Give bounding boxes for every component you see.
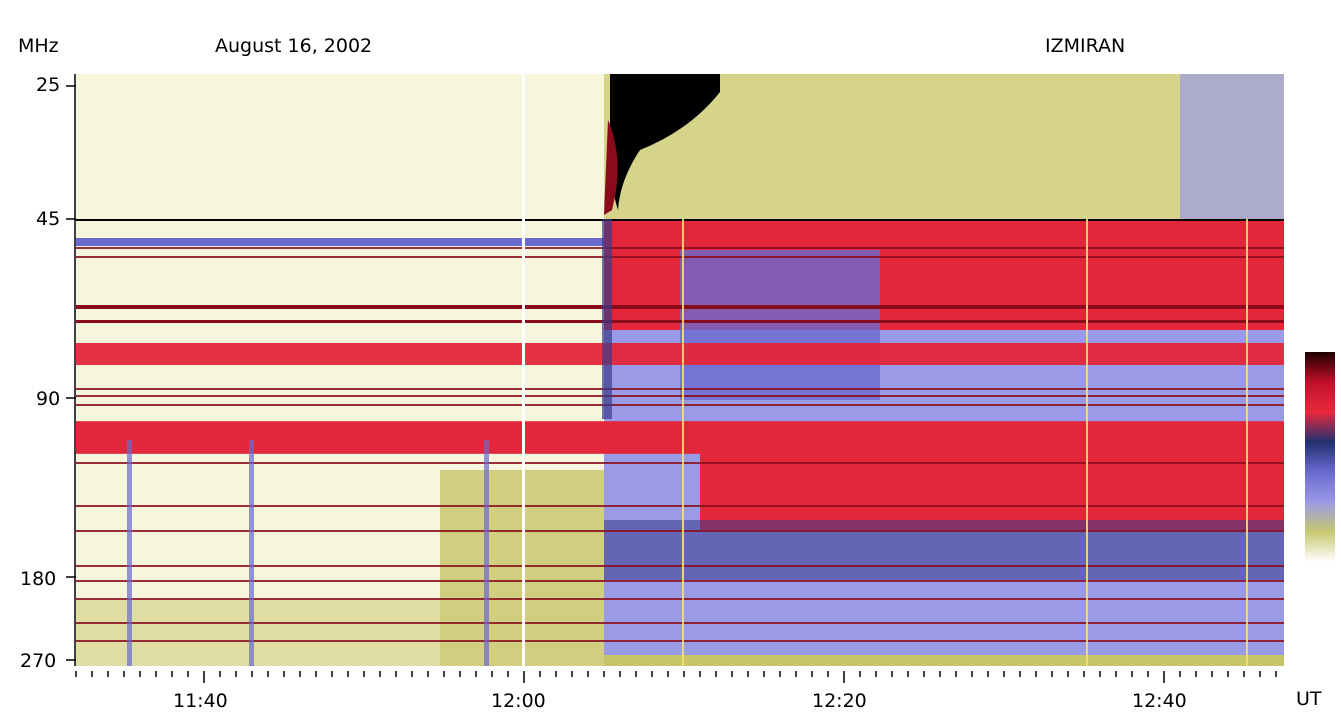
x-tick-label: 12:40 — [1132, 690, 1187, 712]
y-tick-label: 90 — [36, 388, 61, 410]
colorbar — [1305, 352, 1335, 562]
y-tick-label: 25 — [36, 74, 61, 96]
stripe-line — [76, 320, 1284, 323]
stripe-line — [76, 580, 1284, 582]
x-tick-label: 11:40 — [173, 690, 228, 712]
stripe-band-100mhz — [76, 421, 1284, 454]
region-bottom-yellow — [604, 655, 1284, 666]
observatory-label: IZMIRAN — [1045, 35, 1126, 57]
y-tick-label: 180 — [20, 568, 57, 590]
burst-black — [609, 74, 720, 210]
stripe-line — [76, 256, 1284, 258]
stripe-line — [76, 462, 1284, 464]
stripe-line — [76, 238, 604, 246]
spectrogram-stripes — [76, 219, 1284, 642]
band-boundary-line — [76, 219, 1284, 221]
stripe-line — [76, 565, 1284, 567]
burst-onset-edge — [602, 219, 612, 419]
vertical-line — [1086, 219, 1088, 666]
region-pre-burst-high — [76, 74, 604, 219]
stripe-line — [76, 247, 1284, 249]
x-axis-label: UT — [1296, 688, 1322, 710]
y-tick-label: 270 — [20, 650, 57, 672]
stripe-band-75mhz — [76, 343, 1284, 365]
region-post-burst-high — [604, 74, 1284, 219]
stripe-line — [76, 305, 1284, 309]
spectrogram-vertical-features — [127, 74, 1248, 666]
vertical-streak — [127, 440, 132, 666]
x-tick-label: 12:00 — [491, 690, 546, 712]
region-pre-burst-yellow-bottom — [76, 600, 440, 666]
stripe-line — [76, 598, 1284, 600]
colorbar-gradient — [1305, 352, 1335, 562]
region-post-burst-blue-patch — [680, 250, 880, 400]
stripe-line — [76, 640, 1284, 642]
x-tick-label: 12:20 — [812, 690, 867, 712]
chart-title: August 16, 2002 — [215, 35, 373, 57]
stripe-line — [76, 622, 1284, 624]
vertical-gap-line — [522, 74, 525, 666]
stripe-line — [76, 404, 1284, 406]
vertical-line — [1246, 219, 1248, 666]
vertical-streak — [484, 440, 489, 666]
region-post-burst-high-blue — [1180, 74, 1284, 219]
y-axis-label: MHz — [18, 35, 59, 57]
stripe-line — [76, 505, 1284, 507]
y-tick-label: 45 — [36, 208, 61, 230]
burst-red-edge — [604, 120, 618, 215]
stripe-line — [76, 395, 1284, 397]
vertical-streak — [249, 440, 254, 666]
chart-axes — [66, 74, 1277, 683]
vertical-line — [682, 219, 684, 666]
region-post-burst-red-lower — [700, 440, 1284, 530]
spectrogram-base — [76, 74, 1284, 666]
stripe-line — [76, 388, 1284, 390]
stripe-line — [76, 530, 1284, 532]
region-post-burst-dark-blue — [604, 520, 1284, 580]
